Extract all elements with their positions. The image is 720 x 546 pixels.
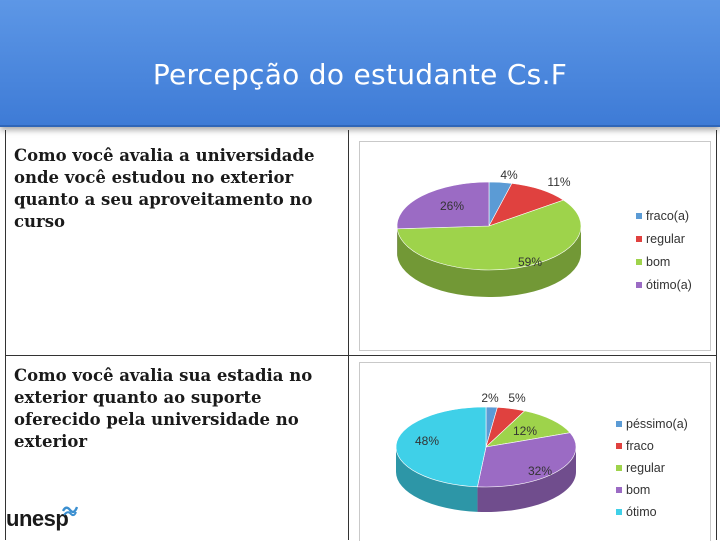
legend-swatch-fraco — [616, 443, 622, 449]
legend-label-regular: regular — [626, 461, 665, 475]
unesp-logo: unesp — [6, 506, 68, 532]
pie-chart-1: 4% 11% 59% 26% fraco(a) regular bom ótimo(a) — [360, 142, 710, 350]
legend-swatch-fraco(a) — [636, 213, 642, 219]
chart-1-box: 4% 11% 59% 26% fraco(a) regular bom ótimo(a) — [359, 141, 711, 351]
data-label-bom: 59% — [518, 255, 542, 269]
legend-label-bom: bom — [646, 255, 670, 269]
table-border-right — [716, 130, 717, 540]
table-border-left — [5, 130, 6, 540]
legend-swatch-regular — [636, 236, 642, 242]
unesp-logo-mark-icon — [62, 504, 78, 518]
data-label-bom: 32% — [528, 464, 552, 478]
legend-label-bom: bom — [626, 483, 650, 497]
pie-chart-2: 2% 5% 12% 32% 48% péssimo(a) fraco regular bom ót… — [360, 363, 710, 541]
title-bar: Percepção do estudante Cs.F — [0, 0, 720, 127]
data-label-fraco: 5% — [508, 391, 526, 405]
slide-title: Percepção do estudante Cs.F — [0, 58, 720, 91]
legend-swatch-ótimo(a) — [636, 282, 642, 288]
data-label-ótimo: 48% — [415, 434, 439, 448]
data-label-péssimo(a): 2% — [481, 391, 499, 405]
legend-swatch-ótimo — [616, 509, 622, 515]
legend-label-fraco(a): fraco(a) — [646, 209, 689, 223]
question-1: Como você avalia a universidade onde voc… — [14, 145, 344, 233]
data-label-ótimo(a): 26% — [440, 199, 464, 213]
data-label-regular: 11% — [547, 175, 570, 189]
data-label-fraco(a): 4% — [500, 168, 518, 182]
data-label-regular: 12% — [513, 424, 537, 438]
legend-label-fraco: fraco — [626, 439, 654, 453]
legend-swatch-regular — [616, 465, 622, 471]
table-divider-horizontal — [5, 355, 717, 356]
chart-2-box: 2% 5% 12% 32% 48% péssimo(a) fraco regular bom ót… — [359, 362, 711, 541]
legend-label-ótimo(a): ótimo(a) — [646, 278, 692, 292]
legend-swatch-bom — [616, 487, 622, 493]
legend-swatch-péssimo(a) — [616, 421, 622, 427]
question-2: Como você avalia sua estadia no exterior… — [14, 365, 344, 453]
table-divider-vertical — [348, 130, 349, 540]
legend-label-péssimo(a): péssimo(a) — [626, 417, 688, 431]
legend-label-regular: regular — [646, 232, 685, 246]
legend-label-ótimo: ótimo — [626, 505, 657, 519]
legend-swatch-bom — [636, 259, 642, 265]
